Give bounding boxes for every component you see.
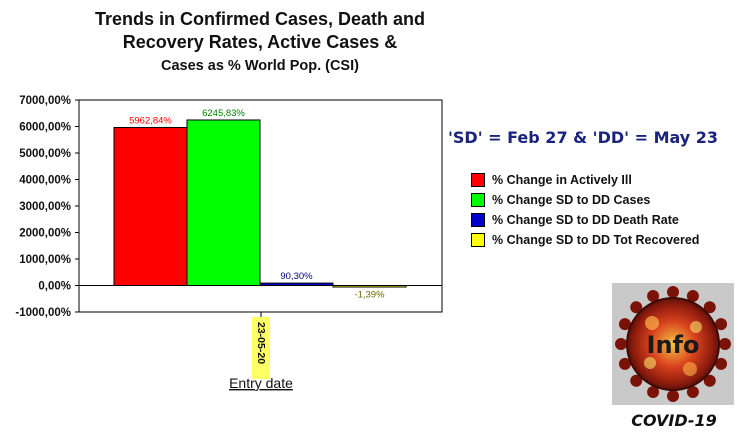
legend-swatch (471, 233, 485, 247)
legend-item: % Change SD to DD Death Rate (471, 210, 699, 230)
bar-value-label: 90,30% (280, 271, 313, 282)
chart-title-line-3: Cases as % World Pop. (CSI) (161, 58, 359, 74)
legend-label: % Change SD to DD Tot Recovered (492, 233, 700, 247)
y-tick-label: 1000,00% (19, 254, 71, 266)
chart-title-line-1: Trends in Confirmed Cases, Death and (94, 9, 426, 29)
logo-text: Info (647, 331, 700, 359)
bar-2 (186, 119, 261, 286)
legend-item: % Change in Actively Ill (471, 170, 699, 190)
bar-value-label: -1,39% (354, 290, 385, 301)
y-tick-label: 6000,00% (19, 122, 71, 134)
x-axis-title: Entry date (229, 375, 293, 391)
bar-1 (113, 126, 188, 286)
y-tick-label: 4000,00% (19, 175, 71, 187)
y-tick-label: 7000,00% (19, 95, 71, 107)
date-definition-note: 'SD' = Feb 27 & 'DD' = May 23 (448, 128, 719, 147)
logo-caption: COVID-19 (631, 411, 717, 430)
y-tick-label: 3000,00% (19, 201, 71, 213)
legend-swatch (471, 213, 485, 227)
legend-swatch (471, 173, 485, 187)
legend-label: % Change SD to DD Death Rate (492, 213, 679, 227)
y-tick-label: 2000,00% (19, 228, 71, 240)
bar-3 (259, 282, 334, 287)
legend-label: % Change in Actively Ill (492, 173, 632, 187)
covid-info-logo: Info (612, 283, 734, 405)
chart-legend: % Change in Actively Ill % Change SD to D… (471, 170, 699, 250)
virus-icon: Info (615, 286, 731, 402)
bar-4 (332, 285, 407, 288)
legend-label: % Change SD to DD Cases (492, 193, 651, 207)
bar-value-label: 6245,83% (202, 108, 245, 119)
chart-title-line-2: Recovery Rates, Active Cases & (122, 32, 398, 52)
legend-item: % Change SD to DD Tot Recovered (471, 230, 699, 250)
x-tick-label: 23-05-20 (255, 322, 267, 364)
y-tick-label: -1000,00% (15, 307, 71, 319)
y-tick-label: 5000,00% (19, 148, 71, 160)
legend-swatch (471, 193, 485, 207)
bar-value-label: 5962,84% (129, 115, 172, 126)
legend-item: % Change SD to DD Cases (471, 190, 699, 210)
chart-title: Trends in Confirmed Cases, Death and Rec… (40, 8, 480, 76)
y-tick-label: 0,00% (38, 281, 71, 293)
x-tick-label-highlight (252, 317, 270, 379)
